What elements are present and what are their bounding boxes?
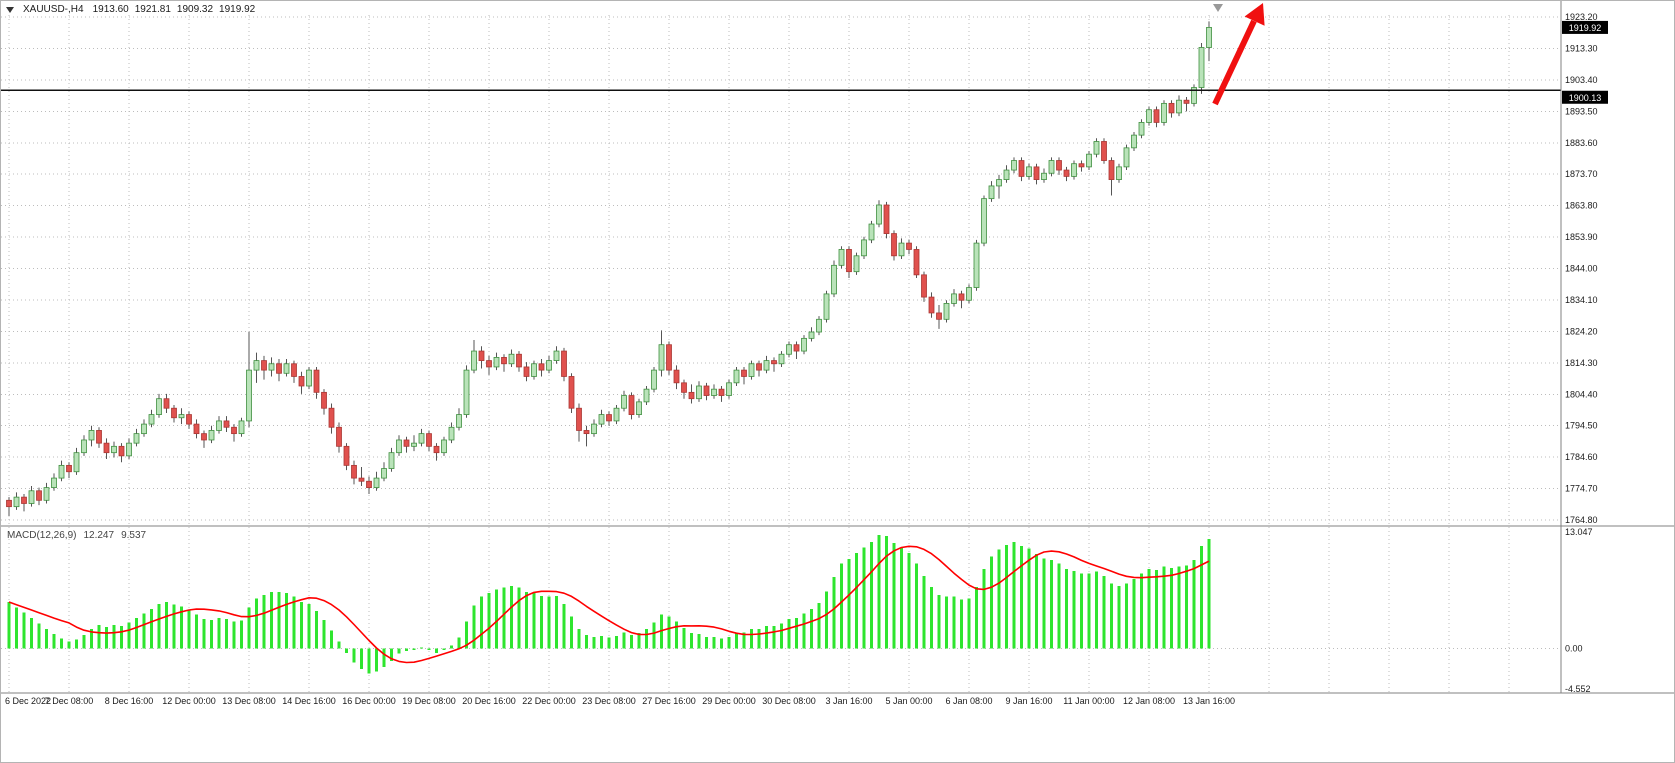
macd-main-value: 12.247 <box>83 530 115 541</box>
svg-text:1794.50: 1794.50 <box>1565 421 1598 431</box>
macd-histogram <box>7 535 1211 674</box>
svg-text:1923.20: 1923.20 <box>1565 12 1598 22</box>
svg-text:6 Dec 2022: 6 Dec 2022 <box>5 696 51 706</box>
ohlc-close: 1919.92 <box>219 4 256 15</box>
chart-info-bar: XAUUSD-,H4 1913.60 1921.81 1909.32 1919.… <box>6 4 255 15</box>
svg-text:30 Dec 08:00: 30 Dec 08:00 <box>762 696 816 706</box>
candlestick-series <box>6 21 1212 517</box>
svg-text:5 Jan 00:00: 5 Jan 00:00 <box>885 696 932 706</box>
svg-text:1804.40: 1804.40 <box>1565 389 1598 399</box>
svg-text:1784.60: 1784.60 <box>1565 452 1598 462</box>
svg-text:1853.90: 1853.90 <box>1565 232 1598 242</box>
svg-text:6 Jan 08:00: 6 Jan 08:00 <box>945 696 992 706</box>
svg-text:13 Dec 08:00: 13 Dec 08:00 <box>222 696 276 706</box>
macd-indicator-label: MACD(12,26,9) 12.247 9.537 <box>7 530 146 541</box>
hline-price-tag: 1900.13 <box>1562 90 1608 104</box>
svg-text:3 Jan 16:00: 3 Jan 16:00 <box>825 696 872 706</box>
svg-text:1774.70: 1774.70 <box>1565 484 1598 494</box>
symbol-menu-icon <box>6 6 14 13</box>
svg-text:1834.10: 1834.10 <box>1565 295 1598 305</box>
svg-text:1883.60: 1883.60 <box>1565 138 1598 148</box>
svg-text:7 Dec 08:00: 7 Dec 08:00 <box>45 696 94 706</box>
svg-text:16 Dec 00:00: 16 Dec 00:00 <box>342 696 396 706</box>
svg-text:14 Dec 16:00: 14 Dec 16:00 <box>282 696 336 706</box>
svg-text:20 Dec 16:00: 20 Dec 16:00 <box>462 696 516 706</box>
ohlc-readout: 1913.60 1921.81 1909.32 1919.92 <box>93 4 256 15</box>
svg-text:1764.80: 1764.80 <box>1565 515 1598 525</box>
current-price-tag: 1919.92 <box>1562 20 1608 34</box>
svg-text:1893.50: 1893.50 <box>1565 106 1598 116</box>
svg-text:12 Jan 08:00: 12 Jan 08:00 <box>1123 696 1175 706</box>
svg-text:13.047: 13.047 <box>1565 527 1593 537</box>
price-axis[interactable]: 1923.20 1913.30 1903.40 1893.50 1883.60 1873.… <box>1 1 1675 694</box>
ohlc-low: 1909.32 <box>176 4 214 15</box>
svg-text:1863.80: 1863.80 <box>1565 201 1598 211</box>
svg-text:1873.70: 1873.70 <box>1565 169 1598 179</box>
macd-signal-line <box>8 545 1210 664</box>
macd-signal-value: 9.537 <box>121 530 147 541</box>
svg-text:22 Dec 00:00: 22 Dec 00:00 <box>522 696 576 706</box>
svg-text:1814.30: 1814.30 <box>1565 358 1598 368</box>
svg-text:27 Dec 16:00: 27 Dec 16:00 <box>642 696 696 706</box>
svg-text:1913.30: 1913.30 <box>1565 43 1598 53</box>
ohlc-high: 1921.81 <box>134 4 171 15</box>
symbol-timeframe-label: XAUUSD-,H4 <box>23 4 84 15</box>
svg-text:23 Dec 08:00: 23 Dec 08:00 <box>582 696 636 706</box>
ohlc-open: 1913.60 <box>92 4 129 15</box>
svg-text:1824.20: 1824.20 <box>1565 326 1598 336</box>
svg-text:1844.00: 1844.00 <box>1565 264 1598 274</box>
svg-text:1919.92: 1919.92 <box>1569 23 1602 33</box>
svg-text:8 Dec 16:00: 8 Dec 16:00 <box>105 696 154 706</box>
macd-name: MACD(12,26,9) <box>7 530 77 541</box>
svg-text:-4.552: -4.552 <box>1565 684 1591 694</box>
svg-text:12 Dec 00:00: 12 Dec 00:00 <box>162 696 216 706</box>
svg-text:29 Dec 00:00: 29 Dec 00:00 <box>702 696 756 706</box>
trend-arrow-annotation[interactable] <box>1212 3 1265 106</box>
svg-text:0.00: 0.00 <box>1565 643 1583 653</box>
svg-text:1903.40: 1903.40 <box>1565 75 1598 85</box>
svg-text:19 Dec 08:00: 19 Dec 08:00 <box>402 696 456 706</box>
svg-text:11 Jan 00:00: 11 Jan 00:00 <box>1063 696 1114 706</box>
chart-shift-marker[interactable] <box>1213 4 1223 12</box>
svg-text:1900.13: 1900.13 <box>1569 93 1602 103</box>
svg-text:9 Jan 16:00: 9 Jan 16:00 <box>1005 696 1052 706</box>
svg-text:13 Jan 16:00: 13 Jan 16:00 <box>1183 696 1235 706</box>
